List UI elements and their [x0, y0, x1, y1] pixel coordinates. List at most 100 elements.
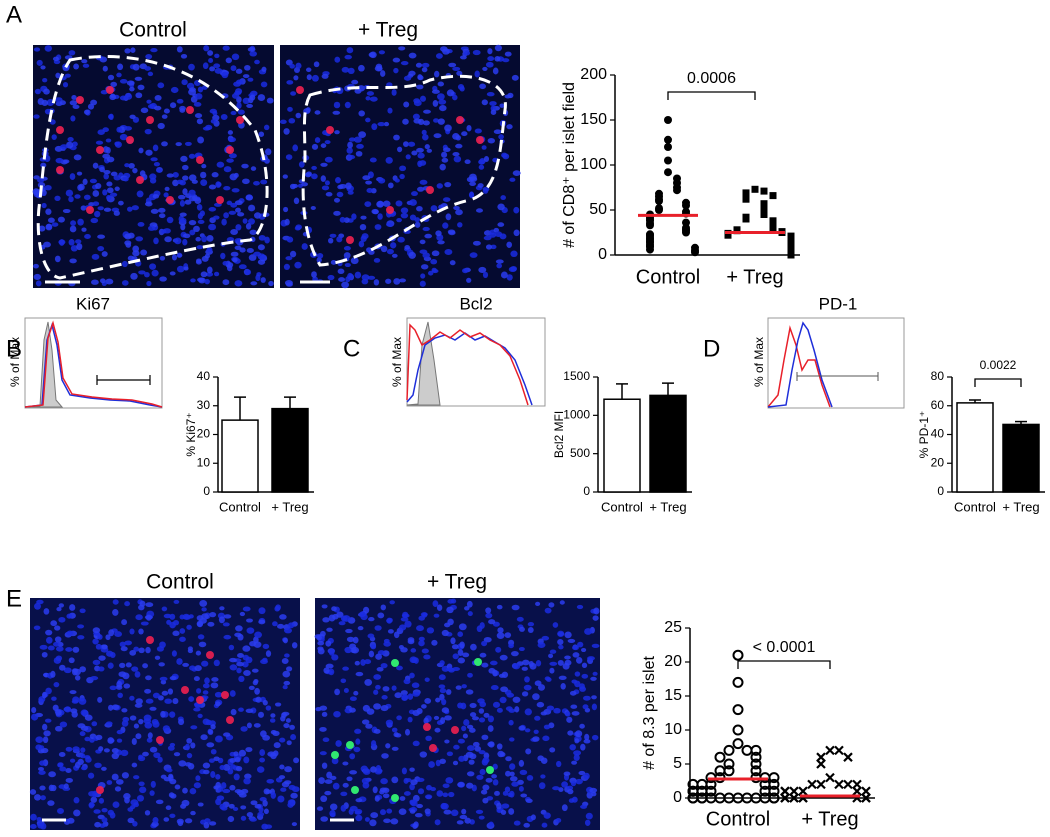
nucleus [568, 798, 575, 803]
nucleus [37, 766, 45, 772]
nucleus [323, 667, 330, 674]
nucleus [250, 166, 257, 171]
nucleus [349, 707, 356, 713]
nucleus [318, 777, 325, 785]
nucleus [83, 109, 90, 115]
nucleus [179, 108, 186, 113]
red-cell [386, 206, 394, 214]
nucleus [525, 748, 532, 755]
nucleus [108, 629, 115, 637]
nucleus [166, 173, 174, 178]
nucleus [365, 180, 373, 185]
nucleus [444, 124, 452, 132]
nucleus [44, 45, 53, 52]
nucleus [95, 643, 102, 650]
nucleus [69, 225, 77, 233]
nucleus [400, 212, 409, 219]
nucleus [355, 798, 363, 803]
nucleus [326, 771, 333, 779]
nucleus [179, 180, 186, 186]
nucleus [229, 690, 236, 697]
nucleus [208, 223, 217, 231]
nucleus [81, 59, 88, 64]
nucleus [238, 675, 245, 683]
nucleus [317, 646, 324, 651]
red-cell [76, 96, 84, 104]
nucleus [129, 650, 137, 656]
dot [682, 228, 690, 237]
nucleus [36, 599, 44, 605]
nucleus [351, 213, 357, 220]
nucleus [403, 101, 410, 108]
nucleus [280, 787, 287, 792]
nucleus [162, 725, 171, 732]
nucleus [258, 607, 266, 615]
nucleus [430, 258, 438, 265]
nucleus [360, 235, 367, 242]
nucleus [144, 722, 153, 729]
nucleus [99, 56, 108, 63]
nucleus [37, 177, 45, 183]
nucleus [43, 608, 50, 615]
red-cell [56, 166, 64, 174]
nucleus [488, 821, 494, 827]
nucleus [186, 737, 193, 744]
nucleus [557, 630, 565, 637]
nucleus [67, 136, 74, 142]
flow-ylabel: % of Max [752, 337, 766, 387]
y-tick-label: 100 [580, 156, 607, 173]
nucleus [147, 103, 156, 109]
nucleus [523, 822, 530, 828]
nucleus [348, 808, 354, 815]
flow-frame [24, 317, 163, 409]
nucleus [79, 731, 86, 737]
nucleus [434, 727, 441, 733]
nucleus [552, 622, 559, 628]
nucleus [578, 770, 586, 776]
nucleus [144, 66, 152, 71]
nucleus [380, 778, 388, 785]
nucleus [467, 611, 473, 617]
nucleus [102, 153, 111, 159]
green-cell [474, 658, 482, 666]
nucleus [590, 676, 597, 681]
nucleus [98, 746, 104, 752]
nucleus [396, 715, 402, 721]
islet-outline [36, 55, 269, 280]
flow-ylabel: % of Max [8, 337, 22, 387]
nucleus [506, 124, 513, 130]
nucleus [343, 252, 351, 259]
nucleus [380, 705, 389, 712]
nucleus [108, 113, 114, 121]
nucleus [579, 683, 585, 690]
nucleus [474, 128, 482, 134]
nucleus [459, 814, 468, 820]
nucleus [134, 76, 143, 81]
nucleus [117, 63, 124, 71]
nucleus [324, 790, 332, 796]
nucleus [475, 208, 484, 213]
dot [807, 779, 817, 790]
nucleus [80, 766, 88, 771]
nucleus [132, 63, 140, 71]
nucleus [111, 752, 120, 760]
nucleus [230, 251, 239, 257]
nucleus [567, 788, 574, 795]
nucleus [249, 817, 257, 822]
nucleus [328, 614, 336, 622]
nucleus [481, 99, 488, 106]
y-tick-label: 0 [203, 484, 210, 498]
nucleus [461, 684, 467, 689]
nucleus [124, 126, 132, 131]
nucleus [290, 792, 298, 799]
nucleus [338, 277, 346, 282]
nucleus [478, 750, 486, 755]
nucleus [251, 668, 259, 673]
nucleus [90, 217, 99, 224]
nucleus [487, 48, 493, 55]
red-cell [456, 116, 464, 124]
nucleus [281, 657, 289, 665]
nucleus [40, 162, 47, 168]
nucleus [33, 625, 41, 631]
nucleus [451, 644, 459, 650]
